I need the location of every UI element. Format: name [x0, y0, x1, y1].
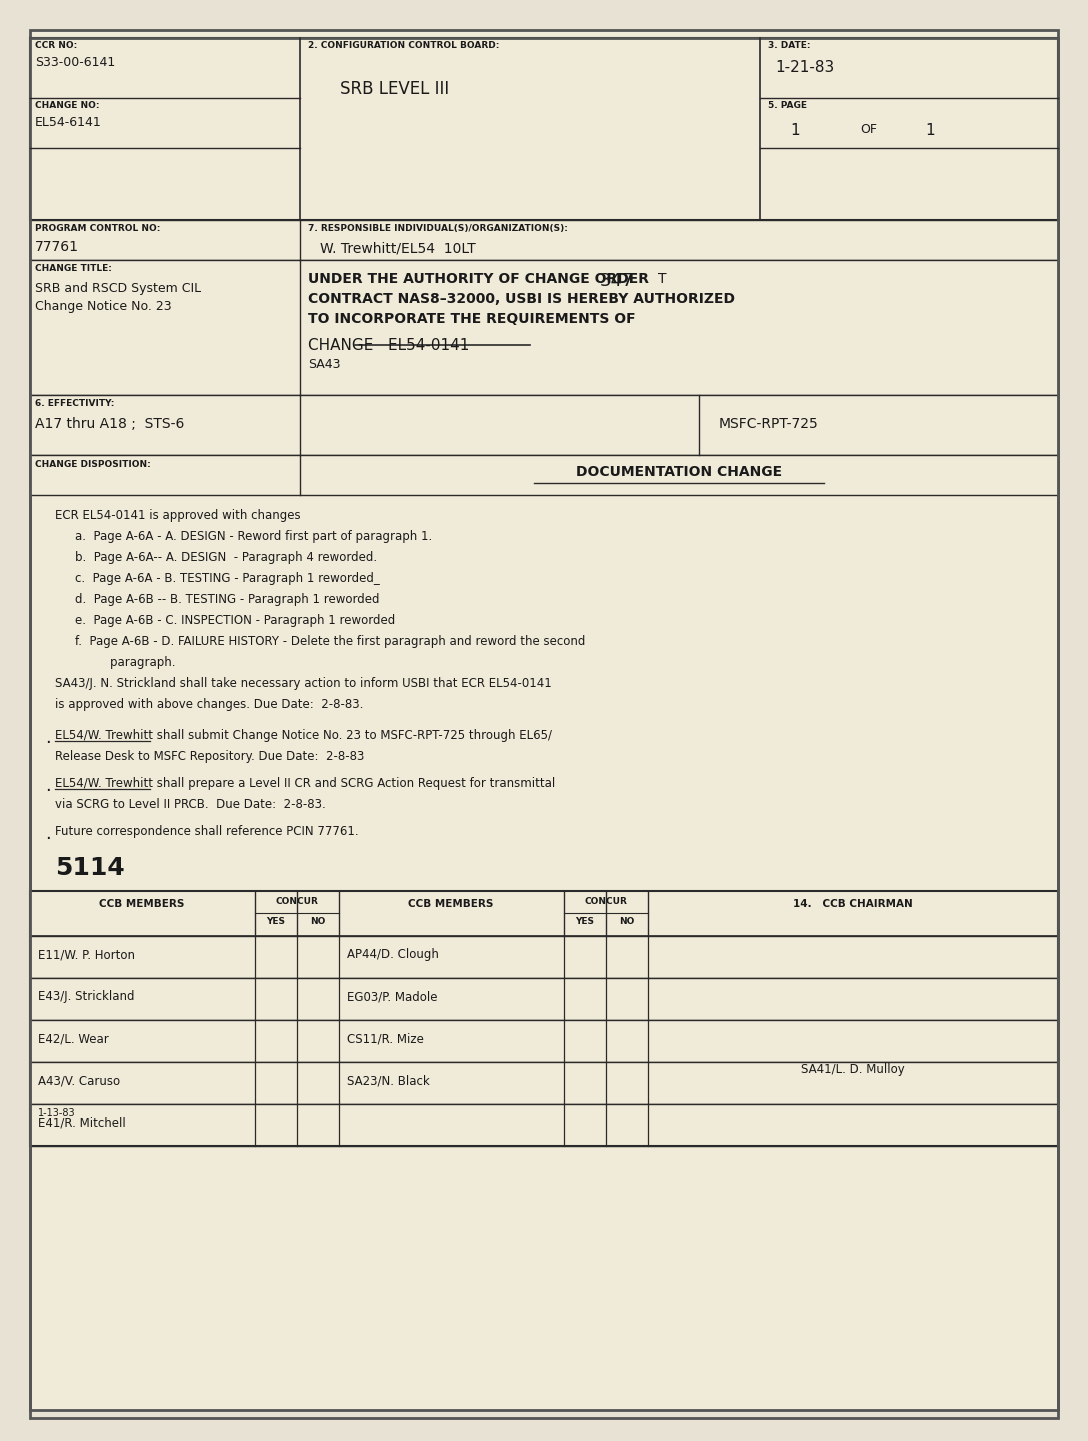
Text: a.  Page A-6A - A. DESIGN - Reword first part of paragraph 1.: a. Page A-6A - A. DESIGN - Reword first … — [75, 530, 432, 543]
Text: 347: 347 — [599, 272, 634, 290]
Bar — [30, 891, 1058, 1146]
Text: MSFC-RPT-725: MSFC-RPT-725 — [719, 416, 819, 431]
Text: .: . — [45, 777, 51, 795]
Text: ECR EL54-0141 is approved with changes: ECR EL54-0141 is approved with changes — [55, 509, 300, 522]
Text: CHANGE TITLE:: CHANGE TITLE: — [35, 264, 112, 272]
Text: 77761: 77761 — [35, 241, 79, 254]
Text: CONCUR: CONCUR — [584, 896, 628, 906]
Text: 1-13-83: 1-13-83 — [38, 1108, 76, 1118]
Text: SA43: SA43 — [308, 357, 341, 370]
Text: NO: NO — [619, 916, 634, 927]
Text: 2. CONFIGURATION CONTROL BOARD:: 2. CONFIGURATION CONTROL BOARD: — [308, 40, 499, 50]
Text: SA41/L. D. Mulloy: SA41/L. D. Mulloy — [801, 1063, 905, 1076]
Text: 14.   CCB CHAIRMAN: 14. CCB CHAIRMAN — [793, 899, 913, 909]
Text: EL54-6141: EL54-6141 — [35, 115, 102, 130]
Text: 1-21-83: 1-21-83 — [775, 61, 834, 75]
Text: is approved with above changes. Due Date:  2-8-83.: is approved with above changes. Due Date… — [55, 697, 363, 710]
Text: SA43/J. N. Strickland shall take necessary action to inform USBI that ECR EL54-0: SA43/J. N. Strickland shall take necessa… — [55, 677, 552, 690]
Text: YES: YES — [267, 916, 285, 927]
Text: EG03/P. Madole: EG03/P. Madole — [347, 990, 437, 1003]
Bar — [30, 891, 1058, 937]
Text: Future correspondence shall reference PCIN 77761.: Future correspondence shall reference PC… — [55, 826, 359, 839]
Text: paragraph.: paragraph. — [95, 656, 175, 669]
Text: Change Notice No. 23: Change Notice No. 23 — [35, 300, 172, 313]
Text: 7. RESPONSIBLE INDIVIDUAL(S)/ORGANIZATION(S):: 7. RESPONSIBLE INDIVIDUAL(S)/ORGANIZATIO… — [308, 223, 568, 233]
Text: via SCRG to Level II PRCB.  Due Date:  2-8-83.: via SCRG to Level II PRCB. Due Date: 2-8… — [55, 798, 325, 811]
Text: c.  Page A-6A - B. TESTING - Paragraph 1 reworded_: c. Page A-6A - B. TESTING - Paragraph 1 … — [75, 572, 380, 585]
Bar — [30, 1062, 1058, 1104]
Bar — [30, 37, 1058, 220]
Text: 1: 1 — [925, 122, 935, 138]
Text: e.  Page A-6B - C. INSPECTION - Paragraph 1 reworded: e. Page A-6B - C. INSPECTION - Paragraph… — [75, 614, 395, 627]
Text: 1: 1 — [790, 122, 800, 138]
Text: EL54/W. Trewhitt shall prepare a Level II CR and SCRG Action Request for transmi: EL54/W. Trewhitt shall prepare a Level I… — [55, 777, 555, 790]
Text: CS11/R. Mize: CS11/R. Mize — [347, 1032, 424, 1045]
Text: A17 thru A18 ;  STS-6: A17 thru A18 ; STS-6 — [35, 416, 184, 431]
Text: S33-00-6141: S33-00-6141 — [35, 56, 115, 69]
Text: d.  Page A-6B -- B. TESTING - Paragraph 1 reworded: d. Page A-6B -- B. TESTING - Paragraph 1… — [75, 594, 380, 607]
Text: CHANGE DISPOSITION:: CHANGE DISPOSITION: — [35, 460, 151, 468]
Text: W. Trewhitt/EL54  10LT: W. Trewhitt/EL54 10LT — [320, 242, 475, 256]
Text: E42/L. Wear: E42/L. Wear — [38, 1032, 109, 1045]
Text: EL54/W. Trewhitt shall submit Change Notice No. 23 to MSFC-RPT-725 through EL65/: EL54/W. Trewhitt shall submit Change Not… — [55, 729, 552, 742]
Text: E11/W. P. Horton: E11/W. P. Horton — [38, 948, 135, 961]
Text: CONTRACT NAS8–32000, USBI IS HEREBY AUTHORIZED: CONTRACT NAS8–32000, USBI IS HEREBY AUTH… — [308, 293, 735, 305]
Text: AP44/D. Clough: AP44/D. Clough — [347, 948, 438, 961]
Text: YES: YES — [576, 916, 594, 927]
Bar — [30, 395, 1058, 455]
Text: f.  Page A-6B - D. FAILURE HISTORY - Delete the first paragraph and reword the s: f. Page A-6B - D. FAILURE HISTORY - Dele… — [75, 635, 585, 648]
Bar — [30, 1104, 1058, 1146]
Text: Release Desk to MSFC Repository. Due Date:  2-8-83: Release Desk to MSFC Repository. Due Dat… — [55, 749, 364, 762]
Text: UNDER THE AUTHORITY OF CHANGE ORDER: UNDER THE AUTHORITY OF CHANGE ORDER — [308, 272, 650, 285]
Text: b.  Page A-6A-- A. DESIGN  - Paragraph 4 reworded.: b. Page A-6A-- A. DESIGN - Paragraph 4 r… — [75, 550, 378, 563]
Text: CCB MEMBERS: CCB MEMBERS — [408, 899, 494, 909]
Text: 5114: 5114 — [55, 856, 125, 880]
Text: T: T — [658, 272, 667, 285]
Text: TO INCORPORATE THE REQUIREMENTS OF: TO INCORPORATE THE REQUIREMENTS OF — [308, 313, 635, 326]
Bar — [30, 259, 1058, 395]
Text: SRB and RSCD System CIL: SRB and RSCD System CIL — [35, 282, 201, 295]
Text: E43/J. Strickland: E43/J. Strickland — [38, 990, 135, 1003]
Text: E41/R. Mitchell: E41/R. Mitchell — [38, 1115, 126, 1128]
Text: CCB MEMBERS: CCB MEMBERS — [99, 899, 185, 909]
Text: CCR NO:: CCR NO: — [35, 40, 77, 50]
Text: 6. EFFECTIVITY:: 6. EFFECTIVITY: — [35, 399, 114, 408]
Text: .: . — [45, 729, 51, 746]
Bar — [30, 455, 1058, 496]
Text: DOCUMENTATION CHANGE: DOCUMENTATION CHANGE — [576, 465, 782, 478]
Text: PROGRAM CONTROL NO:: PROGRAM CONTROL NO: — [35, 223, 160, 233]
Text: 5. PAGE: 5. PAGE — [768, 101, 807, 110]
Text: NO: NO — [310, 916, 325, 927]
Bar — [30, 978, 1058, 1020]
Text: OF: OF — [860, 122, 877, 135]
Bar — [30, 937, 1058, 978]
Bar — [30, 1020, 1058, 1062]
Text: A43/V. Caruso: A43/V. Caruso — [38, 1074, 120, 1087]
Text: SRB LEVEL III: SRB LEVEL III — [339, 81, 449, 98]
Text: SA23/N. Black: SA23/N. Black — [347, 1074, 430, 1087]
Text: .: . — [45, 826, 51, 843]
Bar — [30, 220, 1058, 259]
Text: CHANGE   EL54-0141: CHANGE EL54-0141 — [308, 339, 469, 353]
Text: CONCUR: CONCUR — [275, 896, 319, 906]
Text: 3. DATE:: 3. DATE: — [768, 40, 811, 50]
Text: CHANGE NO:: CHANGE NO: — [35, 101, 99, 110]
